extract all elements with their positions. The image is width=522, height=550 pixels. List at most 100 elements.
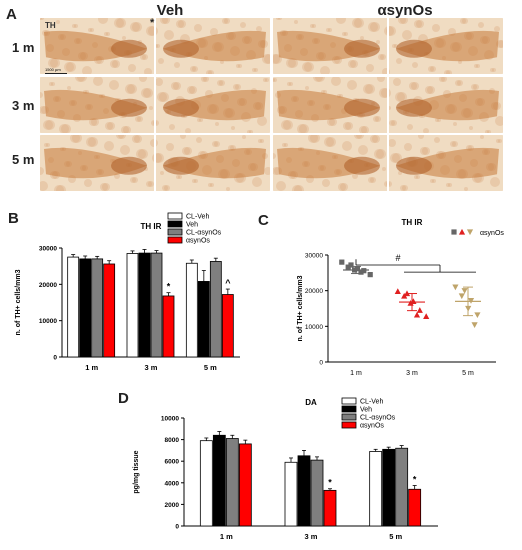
- tissue-speck: [310, 135, 320, 143]
- tissue-speck: [469, 126, 473, 130]
- legend-label-CL-αsynOs: CL-αsynOs: [360, 415, 396, 422]
- tissue-speck: [432, 179, 436, 183]
- tissue-speck: [208, 183, 212, 187]
- tissue-speck: [132, 22, 142, 32]
- tissue-speck: [142, 54, 148, 60]
- row-label-1m: 1 m: [12, 40, 35, 55]
- tissue-speck: [210, 28, 218, 36]
- tissue-speck: [187, 86, 195, 94]
- tissue-speck: [231, 126, 235, 130]
- tissue-speck: [247, 130, 251, 133]
- bar-CL-Veh-1 m: [67, 256, 80, 358]
- tissue-speck: [368, 22, 378, 32]
- tissue-speck: [462, 18, 468, 24]
- tissue-speck: [471, 84, 477, 90]
- data-point-1 m: [361, 268, 367, 274]
- data-point-5 m: [474, 312, 481, 319]
- tissue-speck: [217, 80, 223, 86]
- tissue-speck: [164, 30, 174, 40]
- tissue-speck: [264, 167, 270, 175]
- tissue-speck: [260, 139, 264, 143]
- bar-Veh-1 m: [212, 434, 226, 527]
- tissue-speck: [40, 167, 44, 175]
- tissue-speck: [352, 173, 358, 179]
- column-title-veh: Veh: [156, 2, 184, 19]
- tissue-speck: [66, 62, 76, 72]
- tissue-speck: [368, 177, 374, 183]
- tissue-speck: [432, 24, 440, 32]
- tissue-speck: [75, 77, 85, 82]
- tissue-speck: [90, 28, 94, 32]
- tissue-speck: [294, 20, 298, 24]
- tissue-speck: [93, 77, 103, 86]
- tissue-speck: [160, 18, 168, 24]
- bar-CL-Veh-1 m: [199, 440, 213, 527]
- tissue-speck: [276, 18, 280, 20]
- tissue-speck: [348, 60, 356, 68]
- tissue-speck: [498, 139, 502, 143]
- tissue-speck: [373, 116, 379, 122]
- tissue-speck: [273, 167, 280, 175]
- tissue-speck: [180, 135, 186, 139]
- tissue-speck: [182, 147, 190, 155]
- tissue-speck: [305, 86, 309, 90]
- tissue-speck: [252, 68, 256, 72]
- tissue-speck: [391, 120, 397, 126]
- vta-right: [163, 98, 199, 117]
- tissue-speck: [354, 18, 364, 28]
- legend-label-CL-αsynOs: CL-αsynOs: [186, 230, 222, 237]
- tissue-speck: [199, 118, 203, 122]
- legend-label-CL-Veh: CL-Veh: [186, 214, 209, 221]
- tissue-speck: [283, 120, 293, 130]
- tissue-speck: [487, 130, 491, 133]
- tissue-speck: [137, 116, 143, 122]
- tissue-speck: [208, 70, 214, 74]
- tissue-speck: [455, 80, 461, 86]
- tissue-speck: [287, 82, 291, 86]
- y-tick-label: 0: [319, 360, 323, 367]
- tissue-speck: [222, 18, 228, 24]
- tissue-speck: [338, 183, 346, 191]
- tissue-speck: [356, 135, 364, 139]
- tissue-speck: [361, 126, 369, 133]
- tissue-speck: [107, 122, 115, 130]
- tissue-speck: [263, 78, 267, 82]
- tissue-speck: [242, 135, 246, 139]
- data-point-5 m: [461, 288, 468, 294]
- vta-right: [396, 39, 432, 58]
- tissue-speck: [44, 143, 48, 147]
- tissue-speck: [404, 143, 412, 151]
- tissue-speck: [88, 137, 98, 147]
- tissue-speck: [460, 18, 466, 24]
- tissue-speck: [49, 82, 53, 86]
- tissue-speck: [144, 68, 152, 74]
- tissue-speck: [284, 143, 288, 147]
- tissue-speck: [43, 120, 53, 130]
- tissue-speck: [176, 20, 184, 28]
- y-tick-label: 30000: [39, 246, 57, 253]
- tissue-speck: [189, 86, 197, 94]
- tissue-speck: [128, 64, 136, 72]
- tissue-speck: [342, 32, 346, 36]
- legend-marker-3m: [458, 228, 466, 235]
- tissue-speck: [363, 84, 373, 94]
- tissue-speck: [494, 26, 500, 32]
- legend-swatch-Veh: [341, 405, 357, 413]
- tissue-speck: [304, 62, 314, 72]
- tissue-speck: [160, 171, 164, 175]
- significance-marker: #: [395, 253, 400, 263]
- tissue-speck: [125, 84, 135, 94]
- tissue-speck: [374, 149, 384, 159]
- panel-c-letter: C: [258, 212, 269, 229]
- tissue-speck: [201, 77, 207, 82]
- tissue-speck: [377, 77, 385, 82]
- tissue-speck: [446, 70, 452, 74]
- bar-CL-αsynOs-1 m: [225, 438, 239, 527]
- tissue-speck: [474, 64, 478, 68]
- x-tick-label: 3 m: [145, 363, 158, 372]
- tissue-speck: [112, 60, 120, 68]
- data-point-3 m: [423, 313, 430, 319]
- data-point-3 m: [394, 288, 401, 294]
- tissue-speck: [388, 139, 396, 147]
- tissue-speck: [313, 77, 323, 82]
